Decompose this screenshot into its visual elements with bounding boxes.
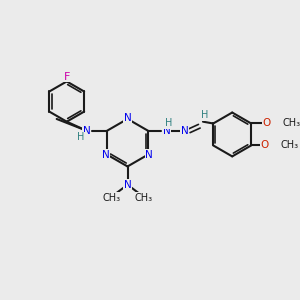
Text: CH₃: CH₃ (135, 193, 153, 202)
Text: CH₃: CH₃ (282, 118, 300, 128)
Text: N: N (124, 180, 131, 190)
Text: H: H (164, 118, 172, 128)
Text: N: N (163, 126, 170, 136)
Text: O: O (262, 118, 271, 128)
Text: F: F (64, 72, 70, 82)
Text: CH₃: CH₃ (102, 193, 120, 202)
Text: CH₃: CH₃ (280, 140, 298, 150)
Text: N: N (145, 150, 153, 160)
Text: N: N (83, 126, 91, 136)
Text: H: H (201, 110, 208, 120)
Text: O: O (261, 140, 269, 150)
Text: N: N (124, 113, 131, 123)
Text: N: N (102, 150, 110, 160)
Text: H: H (77, 132, 84, 142)
Text: N: N (181, 126, 189, 136)
